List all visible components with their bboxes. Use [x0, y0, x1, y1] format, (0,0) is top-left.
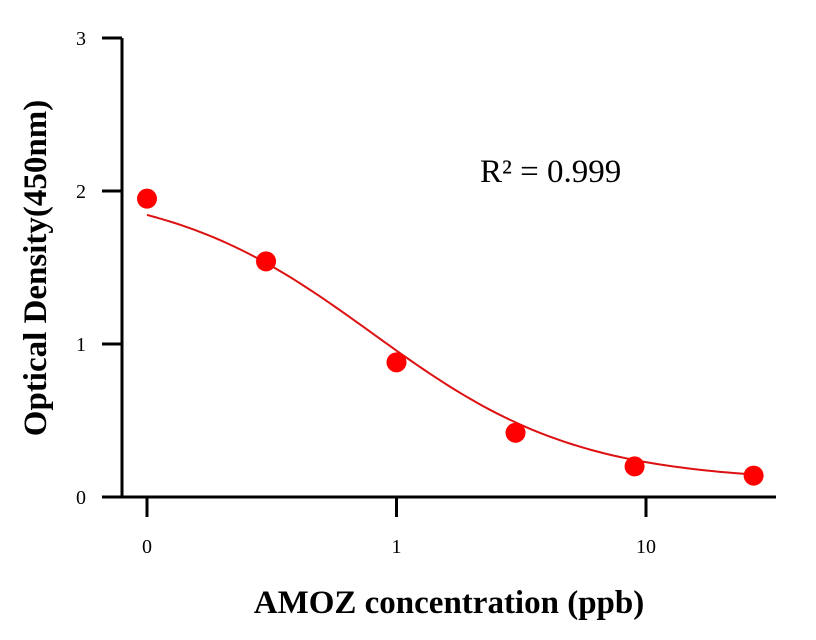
data-point	[137, 188, 157, 209]
y-tick-label: 2	[76, 181, 86, 203]
data-point	[386, 352, 407, 373]
data-point	[505, 422, 526, 443]
y-tick-label: 3	[76, 28, 86, 50]
x-axis-title: AMOZ concentration (ppb)	[254, 585, 645, 621]
y-ticks: 0 1 2 3	[76, 28, 122, 509]
data-points	[137, 188, 764, 486]
x-tick-label: 0	[142, 536, 152, 558]
annotation-r-squared: R² = 0.999	[480, 154, 621, 190]
y-tick-label: 1	[76, 334, 86, 356]
data-point	[256, 251, 277, 272]
axes	[120, 38, 776, 499]
data-point	[743, 465, 764, 486]
y-axis-title: Optical Density(450nm)	[18, 100, 54, 436]
x-tick-label: 1	[392, 536, 402, 558]
x-ticks: 0 1 10	[142, 497, 656, 558]
y-tick-label: 0	[76, 487, 86, 509]
x-tick-label: 10	[636, 536, 656, 558]
fit-curve-layer	[146, 213, 754, 476]
fit-curve	[146, 213, 754, 476]
data-point	[624, 456, 645, 477]
